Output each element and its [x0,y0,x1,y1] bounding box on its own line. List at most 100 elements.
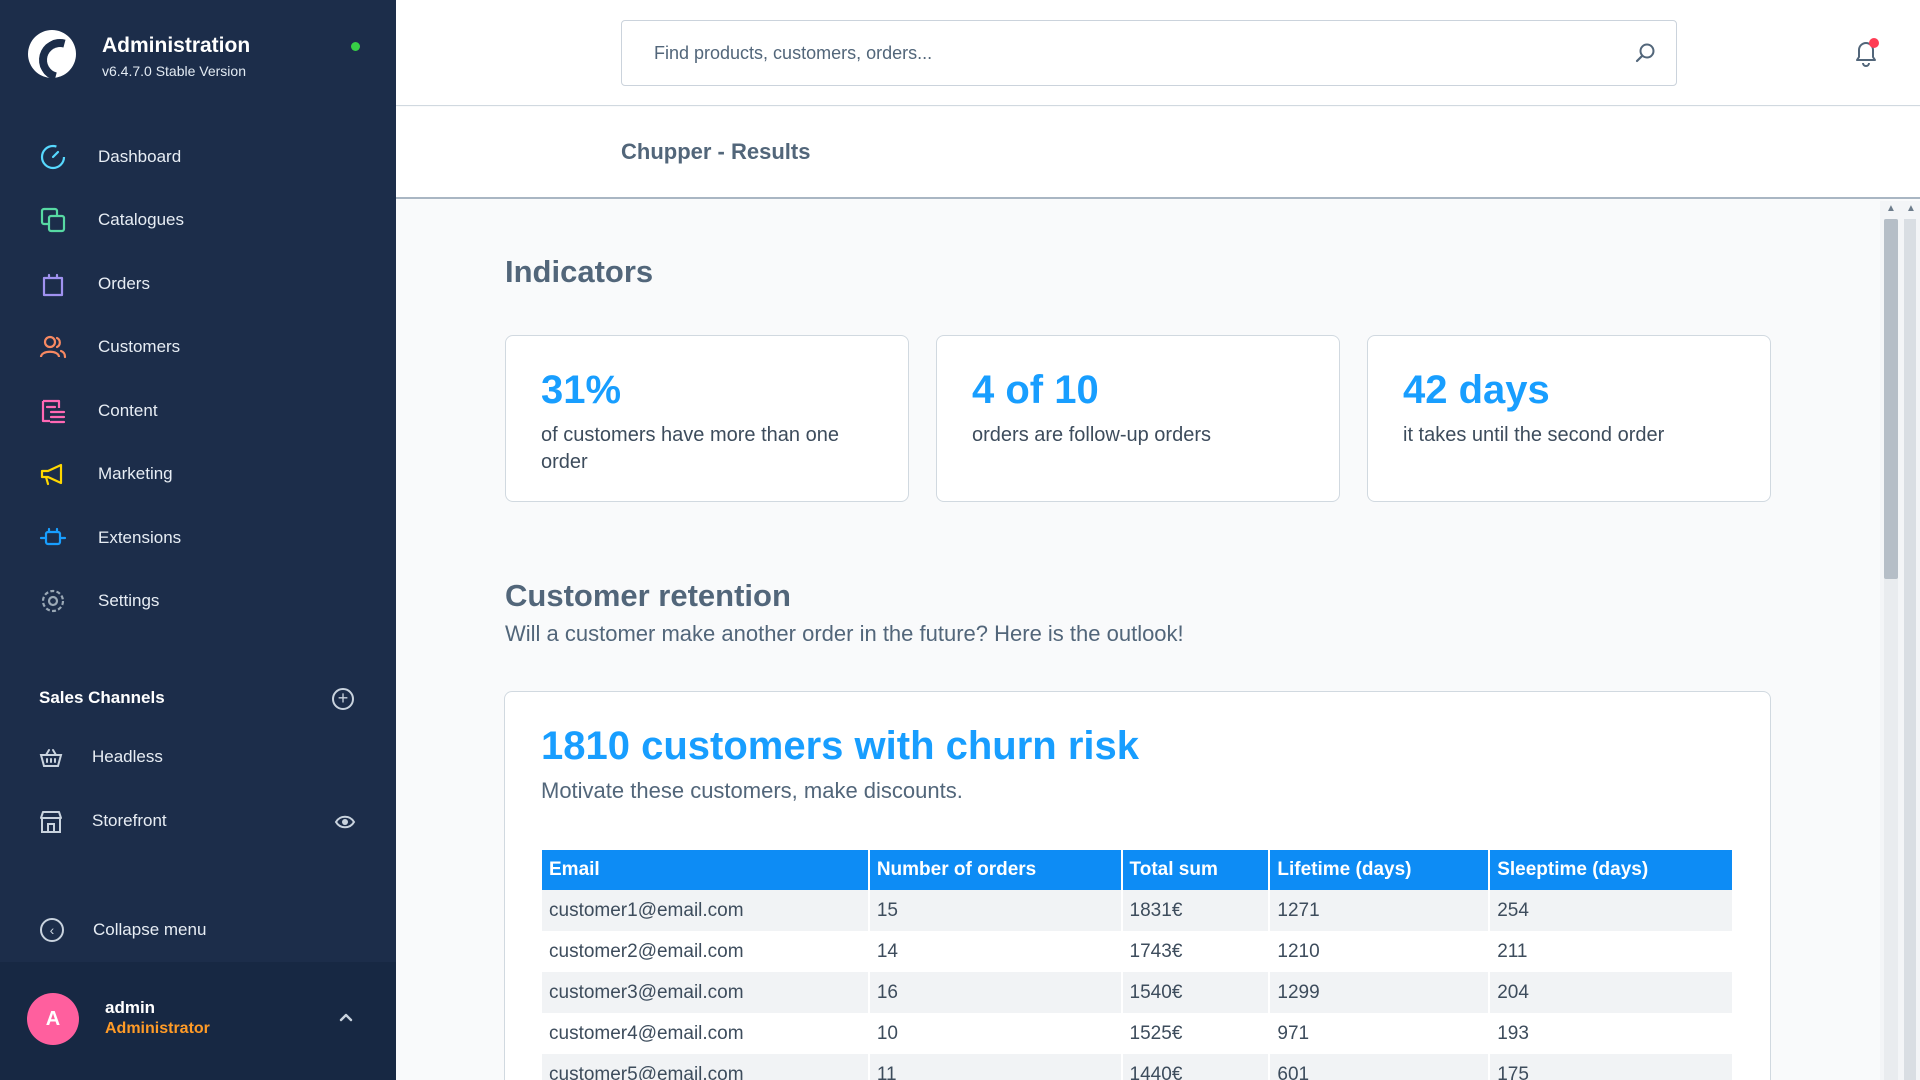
online-status-indicator [351,42,360,51]
topbar [396,0,1920,106]
sales-channel-headless[interactable]: Headless [0,733,396,783]
churn-risk-card: 1810 customers with churn risk Motivate … [504,691,1771,1080]
indicator-text: orders are follow-up orders [972,424,1211,446]
cell-orders: 16 [868,972,1123,1013]
basket-icon [38,745,64,771]
indicator-value: 31% [541,368,622,412]
cell-email: customer4@email.com [542,1013,870,1054]
sidebar: Administration v6.4.7.0 Stable Version D… [0,0,396,1080]
cell-total: 1440€ [1121,1054,1271,1080]
indicator-card: 31% of customers have more than one orde… [505,335,909,502]
content-icon [38,396,68,426]
user-bar[interactable]: A admin Administrator [0,962,396,1080]
notification-dot [1869,38,1879,48]
indicator-card: 4 of 10 orders are follow-up orders [936,335,1340,502]
outer-scroll-track[interactable] [1904,219,1916,1080]
churn-customers-table: Email Number of orders Total sum Lifetim… [542,850,1734,1080]
cell-sleeptime: 254 [1489,890,1734,931]
notifications-bell-icon[interactable] [1849,36,1883,70]
cell-email: customer2@email.com [542,931,870,972]
nav-item-catalogues[interactable]: Catalogues [0,189,396,253]
indicator-value: 42 days [1403,368,1550,412]
scroll-up-arrow-icon[interactable]: ▲ [1906,203,1916,214]
page-title: Chupper - Results [621,139,811,164]
nav-item-content[interactable]: Content [0,379,396,443]
collapse-menu-button[interactable]: ‹ Collapse menu [40,916,340,946]
retention-subtitle: Will a customer make another order in th… [505,621,1184,646]
user-name: admin [105,998,156,1017]
chevron-up-icon[interactable] [335,1006,357,1028]
cell-email: customer5@email.com [542,1054,870,1080]
cell-orders: 11 [868,1054,1123,1080]
avatar: A [27,993,79,1045]
nav-item-orders[interactable]: Orders [0,252,396,316]
table-row: customer2@email.com 14 1743€ 1210 211 [542,931,1734,972]
shopware-logo-icon [28,30,76,78]
table-row: customer3@email.com 16 1540€ 1299 204 [542,972,1734,1013]
cell-orders: 14 [868,931,1123,972]
scroll-thumb[interactable] [1884,219,1898,579]
column-header-sleeptime[interactable]: Sleeptime (days) [1489,850,1734,890]
cell-lifetime: 1210 [1269,931,1491,972]
column-header-email[interactable]: Email [542,850,870,890]
global-search [621,20,1677,86]
nav-label: Extensions [98,527,182,547]
sales-channel-storefront[interactable]: Storefront [0,797,396,847]
churn-title: 1810 customers with churn risk [541,724,1140,768]
cell-total: 1831€ [1121,890,1271,931]
nav-item-extensions[interactable]: Extensions [0,506,396,570]
column-header-lifetime[interactable]: Lifetime (days) [1269,850,1491,890]
cell-orders: 15 [868,890,1123,931]
cell-total: 1540€ [1121,972,1271,1013]
settings-icon [38,586,68,616]
nav-label: Settings [98,591,160,611]
add-sales-channel-icon[interactable]: + [332,688,354,710]
nav-label: Content [98,400,158,420]
collapse-menu-label: Collapse menu [93,920,207,939]
indicators-title: Indicators [505,254,654,289]
indicator-text: of customers have more than one order [541,424,839,473]
scroll-up-arrow-icon[interactable]: ▲ [1886,203,1896,214]
cell-total: 1525€ [1121,1013,1271,1054]
content-scrollbar[interactable]: ▲ ▲ [1880,201,1920,1080]
extensions-icon [38,523,68,553]
cell-sleeptime: 193 [1489,1013,1734,1054]
indicator-value: 4 of 10 [972,368,1099,412]
table-header-row: Email Number of orders Total sum Lifetim… [542,850,1734,890]
nav-label: Catalogues [98,210,185,230]
table-row: customer5@email.com 11 1440€ 601 175 [542,1054,1734,1080]
cell-orders: 10 [868,1013,1123,1054]
cell-sleeptime: 175 [1489,1054,1734,1080]
sales-channel-label: Headless [92,747,163,766]
cell-email: customer1@email.com [542,890,870,931]
search-input[interactable] [622,21,1622,85]
dashboard-icon [38,142,68,172]
app-title: Administration [102,34,251,57]
cell-email: customer3@email.com [542,972,870,1013]
nav-item-customers[interactable]: Customers [0,316,396,380]
nav-item-marketing[interactable]: Marketing [0,443,396,507]
table-row: customer1@email.com 15 1831€ 1271 254 [542,890,1734,931]
cell-sleeptime: 204 [1489,972,1734,1013]
nav-item-dashboard[interactable]: Dashboard [0,125,396,189]
cell-lifetime: 971 [1269,1013,1491,1054]
search-icon[interactable] [1634,41,1658,65]
cell-total: 1743€ [1121,931,1271,972]
nav-label: Customers [98,337,181,357]
cell-sleeptime: 211 [1489,931,1734,972]
column-header-orders[interactable]: Number of orders [868,850,1123,890]
table-row: customer4@email.com 10 1525€ 971 193 [542,1013,1734,1054]
main-nav: Dashboard Catalogues Orders Customers Co… [0,125,396,633]
brand[interactable]: Administration v6.4.7.0 Stable Version [28,30,368,90]
eye-icon[interactable] [334,811,356,833]
indicator-text: it takes until the second order [1403,424,1665,446]
nav-label: Orders [98,273,150,293]
orders-icon [38,269,68,299]
nav-item-settings[interactable]: Settings [0,570,396,634]
sales-channel-label: Storefront [92,811,167,830]
catalogues-icon [38,205,68,235]
indicator-card: 42 days it takes until the second order [1367,335,1771,502]
app-version: v6.4.7.0 Stable Version [102,63,246,79]
column-header-total[interactable]: Total sum [1121,850,1271,890]
user-role: Administrator [105,1020,210,1037]
